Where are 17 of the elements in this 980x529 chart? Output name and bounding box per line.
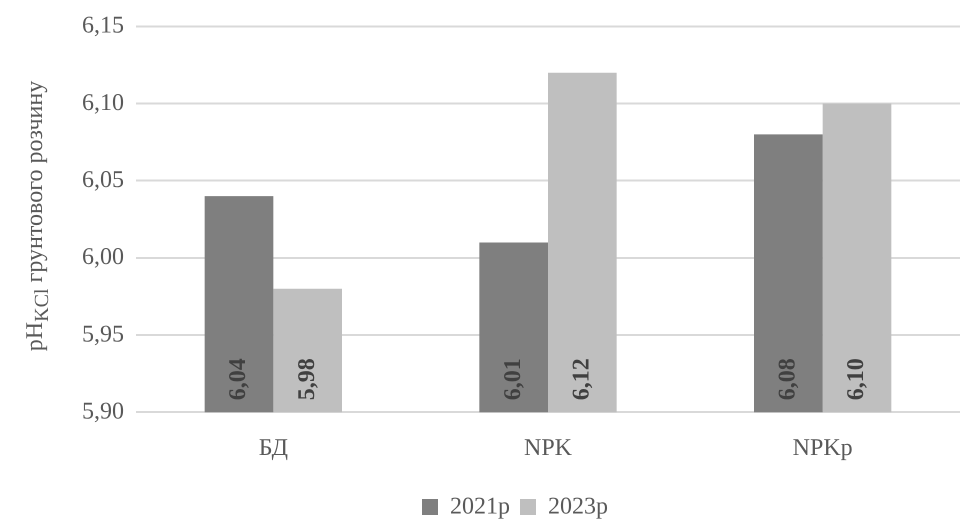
x-tick-label: NPK <box>524 434 573 461</box>
y-tick-label: 6,05 <box>82 167 124 194</box>
data-label: 6,10 <box>843 358 870 400</box>
data-label: 6,08 <box>774 358 801 400</box>
data-label: 6,12 <box>568 358 595 400</box>
x-tick-label: БД <box>258 434 288 461</box>
y-tick-label: 6,10 <box>82 90 124 116</box>
x-tick-label: NPKр <box>792 434 853 461</box>
data-label: 5,98 <box>294 358 320 400</box>
y-tick-label: 6,00 <box>82 244 124 270</box>
y-tick-label: 6,15 <box>82 12 124 39</box>
legend-label: 2021р <box>450 493 510 520</box>
y-tick-label: 5,90 <box>82 398 124 424</box>
data-label: 6,01 <box>500 358 526 400</box>
data-label: 6,04 <box>225 358 252 400</box>
legend-label: 2023р <box>548 493 608 520</box>
y-tick-label: 5,95 <box>82 321 124 348</box>
